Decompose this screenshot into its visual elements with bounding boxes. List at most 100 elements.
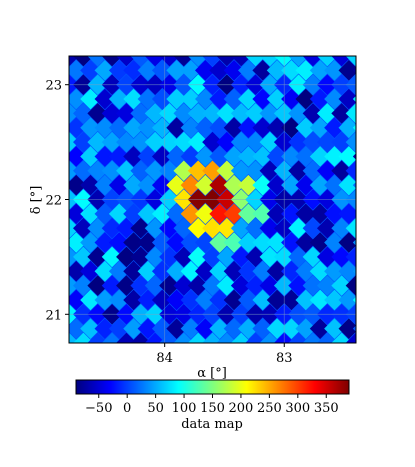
heatmap-pixel <box>209 60 231 81</box>
heatmap-pixel <box>44 218 65 239</box>
heatmap-pixel <box>216 103 238 124</box>
heatmap-pixel <box>69 117 87 139</box>
heatmap-pixel <box>87 160 109 182</box>
heatmap-pixel <box>187 217 209 239</box>
heatmap-pixel <box>101 103 123 124</box>
heatmap-pixel <box>73 332 94 343</box>
heatmap-pixel <box>187 160 209 182</box>
coordinate-grid <box>69 56 356 343</box>
heatmap-pixel <box>317 17 338 38</box>
heatmap-pixel <box>209 260 231 282</box>
y-axis-label: δ [°] <box>29 186 44 215</box>
heatmap-pixel <box>352 181 356 189</box>
heatmap-pixel <box>309 146 331 167</box>
heatmap-pixel <box>331 361 352 382</box>
heatmap-pixel <box>166 60 187 81</box>
heatmap-pixel <box>216 217 238 239</box>
heatmap-pixel <box>44 361 65 382</box>
heatmap-pixel <box>73 56 94 67</box>
heatmap-pixel <box>202 56 223 67</box>
heatmap-pixel <box>30 103 51 124</box>
heatmap-pixel <box>238 289 259 311</box>
heatmap-pixel <box>59 17 80 38</box>
heatmap-pixel <box>80 203 101 225</box>
heatmap-pixel <box>66 404 87 425</box>
heatmap-pixel <box>252 88 274 110</box>
heatmap-pixel <box>410 376 415 397</box>
heatmap-pixel <box>281 289 302 311</box>
heatmap-pixel <box>324 117 345 139</box>
heatmap-pixel <box>353 31 374 52</box>
heatmap-pixel <box>73 160 94 182</box>
heatmap-pixel <box>44 275 65 296</box>
heatmap-pixel <box>151 60 173 81</box>
heatmap-pixel <box>166 88 187 110</box>
heatmap-pixel <box>108 232 130 253</box>
heatmap-pixel <box>173 56 195 67</box>
heatmap-pixel <box>30 160 51 181</box>
heatmap-pixel <box>95 347 116 368</box>
colorbar-ticks: −50 0 50 100 150 200 250 300 350 <box>85 394 339 416</box>
heatmap-pixel <box>187 246 209 268</box>
heatmap-pixel <box>396 261 415 282</box>
heatmap-pixel <box>37 146 58 167</box>
heatmap-pixel <box>202 103 223 124</box>
heatmap-pixel <box>180 117 202 139</box>
heatmap-pixel <box>302 332 324 343</box>
heatmap-pixel <box>245 160 266 182</box>
heatmap-pixel <box>123 347 144 368</box>
heatmap-pixel <box>130 246 152 268</box>
heatmap-pixel <box>202 332 223 343</box>
heatmap-pixel <box>396 232 415 253</box>
heatmap-pixel <box>216 56 238 67</box>
heatmap-pixel <box>151 232 173 253</box>
heatmap-pixel <box>151 88 173 110</box>
heatmap-pixel <box>396 347 415 368</box>
heatmap-pixel <box>346 361 367 382</box>
heatmap-pixel <box>352 124 356 131</box>
heatmap-pixel <box>180 146 202 167</box>
heatmap-pixel <box>80 88 101 110</box>
heatmap-pixel <box>202 160 223 182</box>
heatmap-pixel <box>37 347 58 368</box>
heatmap-pixel <box>94 203 116 225</box>
heatmap-pixel <box>151 318 173 339</box>
heatmap-pixel <box>116 361 137 382</box>
heatmap-pixel <box>303 17 324 38</box>
heatmap-pixel <box>396 60 415 81</box>
heatmap-pixel <box>389 103 410 124</box>
heatmap-pixel <box>80 174 101 196</box>
heatmap-pixel <box>188 17 209 38</box>
heatmap-pixel <box>309 318 331 339</box>
heatmap-pixel <box>130 160 152 182</box>
heatmap-pixel <box>245 275 266 296</box>
heatmap-pixel <box>80 289 101 311</box>
heatmap-pixel <box>338 88 356 110</box>
heatmap-pixel <box>345 275 356 296</box>
heatmap-pixel <box>331 103 352 124</box>
heatmap-pixel <box>166 260 187 282</box>
heatmap-pixel <box>69 260 87 282</box>
heatmap-pixel <box>94 146 116 167</box>
heatmap-pixel <box>116 275 137 296</box>
heatmap-pixel <box>144 131 166 153</box>
heatmap-pixel <box>252 347 273 368</box>
heatmap-pixel <box>309 232 331 253</box>
heatmap-pixel <box>352 95 356 103</box>
heatmap-pixel <box>266 260 288 282</box>
heatmap-pixel <box>331 17 352 38</box>
heatmap-pixel <box>374 132 395 153</box>
heatmap-pixel <box>180 318 202 339</box>
heatmap-pixel <box>367 318 388 339</box>
heatmap-pixel <box>252 318 274 339</box>
heatmap-pixel <box>345 131 356 153</box>
heatmap-pixel <box>123 31 144 52</box>
heatmap-pixel <box>51 31 72 52</box>
heatmap-pixel <box>396 31 415 52</box>
heatmap-pixel <box>159 17 180 38</box>
heatmap-pixel <box>116 103 137 124</box>
heatmap-pixel <box>382 318 403 339</box>
heatmap-pixel <box>137 88 159 110</box>
heatmap-pixel <box>109 31 130 52</box>
heatmap-pixel <box>80 60 101 81</box>
